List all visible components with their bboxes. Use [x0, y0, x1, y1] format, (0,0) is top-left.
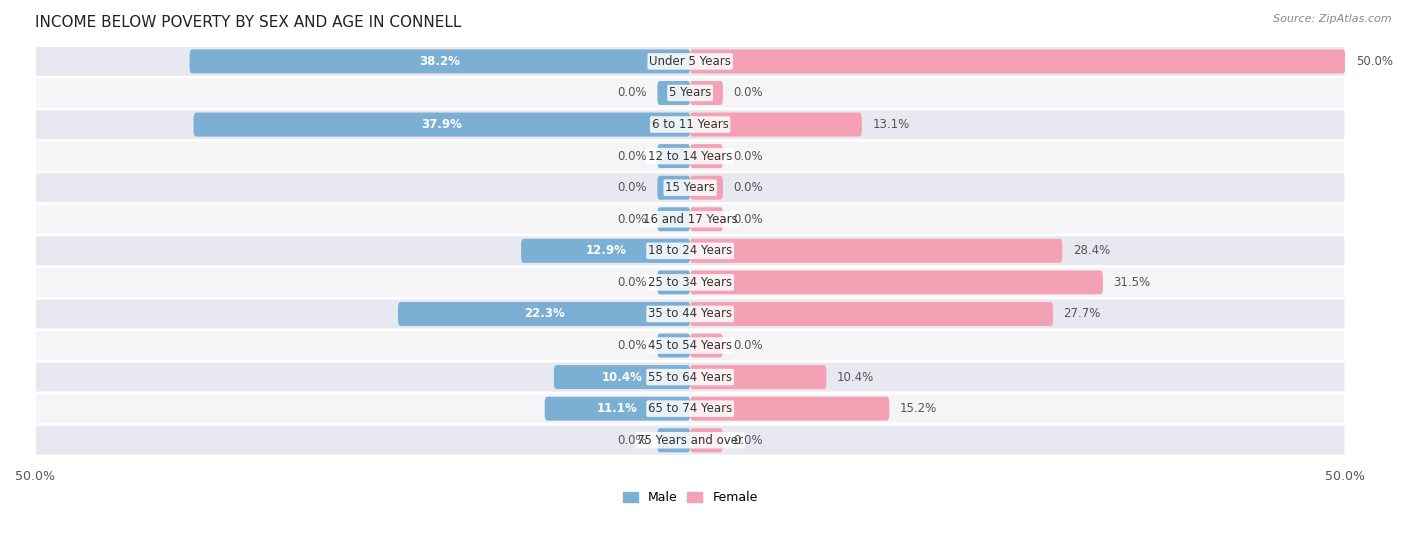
Text: 11.1%: 11.1% [598, 402, 638, 415]
Text: 5 Years: 5 Years [669, 87, 711, 100]
FancyBboxPatch shape [554, 365, 690, 389]
FancyBboxPatch shape [690, 397, 890, 421]
FancyBboxPatch shape [690, 302, 1053, 326]
Legend: Male, Female: Male, Female [617, 486, 762, 509]
FancyBboxPatch shape [398, 302, 690, 326]
Text: 18 to 24 Years: 18 to 24 Years [648, 244, 733, 257]
FancyBboxPatch shape [35, 172, 1346, 203]
Text: 35 to 44 Years: 35 to 44 Years [648, 307, 733, 320]
FancyBboxPatch shape [35, 46, 1346, 77]
FancyBboxPatch shape [690, 334, 723, 358]
FancyBboxPatch shape [658, 176, 690, 200]
FancyBboxPatch shape [690, 144, 723, 168]
Text: Source: ZipAtlas.com: Source: ZipAtlas.com [1274, 14, 1392, 24]
FancyBboxPatch shape [658, 207, 690, 231]
FancyBboxPatch shape [35, 393, 1346, 424]
FancyBboxPatch shape [658, 428, 690, 452]
Text: 27.7%: 27.7% [1063, 307, 1101, 320]
Text: 31.5%: 31.5% [1114, 276, 1150, 289]
FancyBboxPatch shape [690, 271, 1102, 295]
Text: INCOME BELOW POVERTY BY SEX AND AGE IN CONNELL: INCOME BELOW POVERTY BY SEX AND AGE IN C… [35, 15, 461, 30]
Text: 10.4%: 10.4% [602, 371, 643, 383]
FancyBboxPatch shape [544, 397, 690, 421]
Text: 13.1%: 13.1% [872, 118, 910, 131]
Text: 75 Years and over: 75 Years and over [637, 434, 744, 447]
Text: 15.2%: 15.2% [900, 402, 936, 415]
Text: 16 and 17 Years: 16 and 17 Years [643, 213, 738, 226]
FancyBboxPatch shape [690, 207, 723, 231]
Text: 0.0%: 0.0% [617, 213, 647, 226]
FancyBboxPatch shape [35, 267, 1346, 298]
Text: 25 to 34 Years: 25 to 34 Years [648, 276, 733, 289]
FancyBboxPatch shape [658, 144, 690, 168]
Text: 38.2%: 38.2% [419, 55, 460, 68]
Text: 10.4%: 10.4% [837, 371, 875, 383]
FancyBboxPatch shape [690, 49, 1346, 73]
Text: 0.0%: 0.0% [734, 87, 763, 100]
FancyBboxPatch shape [194, 112, 690, 136]
Text: 0.0%: 0.0% [617, 87, 647, 100]
Text: 0.0%: 0.0% [734, 181, 763, 194]
FancyBboxPatch shape [690, 81, 723, 105]
FancyBboxPatch shape [690, 239, 1063, 263]
Text: 45 to 54 Years: 45 to 54 Years [648, 339, 733, 352]
Text: 55 to 64 Years: 55 to 64 Years [648, 371, 733, 383]
FancyBboxPatch shape [35, 362, 1346, 392]
FancyBboxPatch shape [35, 299, 1346, 329]
Text: 0.0%: 0.0% [617, 150, 647, 163]
FancyBboxPatch shape [35, 330, 1346, 361]
Text: 12.9%: 12.9% [585, 244, 626, 257]
FancyBboxPatch shape [658, 334, 690, 358]
FancyBboxPatch shape [35, 425, 1346, 456]
Text: 12 to 14 Years: 12 to 14 Years [648, 150, 733, 163]
Text: 0.0%: 0.0% [617, 276, 647, 289]
Text: 0.0%: 0.0% [617, 339, 647, 352]
FancyBboxPatch shape [658, 81, 690, 105]
FancyBboxPatch shape [35, 235, 1346, 266]
Text: 6 to 11 Years: 6 to 11 Years [652, 118, 728, 131]
Text: 65 to 74 Years: 65 to 74 Years [648, 402, 733, 415]
FancyBboxPatch shape [658, 271, 690, 295]
FancyBboxPatch shape [690, 365, 827, 389]
FancyBboxPatch shape [35, 204, 1346, 235]
Text: 37.9%: 37.9% [422, 118, 463, 131]
Text: 28.4%: 28.4% [1073, 244, 1109, 257]
FancyBboxPatch shape [690, 428, 723, 452]
Text: 15 Years: 15 Years [665, 181, 716, 194]
Text: 0.0%: 0.0% [734, 339, 763, 352]
Text: Under 5 Years: Under 5 Years [650, 55, 731, 68]
Text: 22.3%: 22.3% [523, 307, 564, 320]
Text: 50.0%: 50.0% [1355, 55, 1393, 68]
Text: 0.0%: 0.0% [734, 213, 763, 226]
Text: 0.0%: 0.0% [734, 150, 763, 163]
Text: 0.0%: 0.0% [617, 181, 647, 194]
FancyBboxPatch shape [35, 141, 1346, 172]
Text: 0.0%: 0.0% [734, 434, 763, 447]
FancyBboxPatch shape [190, 49, 690, 73]
FancyBboxPatch shape [35, 78, 1346, 108]
FancyBboxPatch shape [522, 239, 690, 263]
FancyBboxPatch shape [690, 112, 862, 136]
FancyBboxPatch shape [35, 109, 1346, 140]
Text: 0.0%: 0.0% [617, 434, 647, 447]
FancyBboxPatch shape [690, 176, 723, 200]
